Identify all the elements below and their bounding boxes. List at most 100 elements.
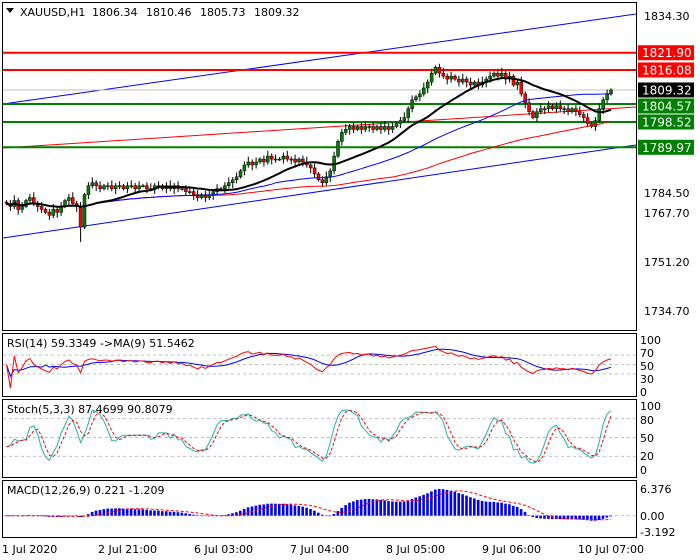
candle bbox=[223, 182, 227, 194]
stochastic-panel[interactable] bbox=[2, 399, 637, 478]
macd-histogram-bar bbox=[44, 515, 47, 517]
candle bbox=[316, 172, 321, 182]
price-tick: 1751.20 bbox=[644, 256, 690, 269]
candle bbox=[406, 106, 410, 123]
time-axis: 1 Jul 2020 2 Jul 21:00 6 Jul 03:00 7 Jul… bbox=[2, 543, 644, 556]
time-tick: 2 Jul 21:00 bbox=[98, 543, 157, 556]
macd-histogram-bar bbox=[449, 490, 453, 516]
stoch-tick: 50 bbox=[640, 432, 654, 445]
candle bbox=[597, 103, 602, 124]
rsi-panel[interactable] bbox=[2, 333, 637, 397]
macd-histogram-bar bbox=[492, 501, 496, 516]
candle bbox=[468, 77, 473, 89]
price-axis: 1834.30 1784.50 1767.70 1751.20 1734.70 bbox=[644, 10, 690, 318]
ma-slow-line bbox=[6, 120, 612, 208]
channel-upper-line[interactable] bbox=[2, 13, 637, 105]
candle bbox=[172, 183, 176, 195]
high-value: 1810.46 bbox=[146, 6, 192, 19]
low-value: 1805.73 bbox=[200, 6, 246, 19]
macd-histogram-bar bbox=[203, 515, 207, 517]
macd-histogram-bar bbox=[137, 509, 141, 516]
candle bbox=[433, 65, 438, 75]
macd-tick: 0.00 bbox=[640, 510, 665, 523]
rsi-tick: 30 bbox=[640, 373, 654, 386]
candle bbox=[554, 102, 559, 114]
macd-histogram-bar bbox=[523, 511, 527, 516]
macd-histogram-bar bbox=[367, 498, 371, 516]
candle bbox=[266, 150, 270, 165]
macd-histogram-bar bbox=[320, 514, 324, 516]
macd-histogram-bar bbox=[301, 506, 304, 516]
candle bbox=[453, 74, 457, 81]
price-tick: 1784.50 bbox=[644, 187, 690, 200]
candle bbox=[86, 182, 91, 200]
macd-histogram-bar bbox=[246, 507, 250, 516]
macd-histogram-bar bbox=[590, 515, 593, 521]
candle bbox=[324, 171, 329, 186]
macd-histogram-bar bbox=[363, 499, 367, 516]
macd-histogram-bar bbox=[531, 515, 535, 518]
collapse-triangle-icon[interactable] bbox=[6, 8, 14, 13]
candle bbox=[422, 82, 426, 97]
macd-histogram-bar bbox=[141, 509, 145, 516]
candle bbox=[535, 108, 539, 123]
macd-histogram-bar bbox=[359, 499, 363, 516]
macd-histogram-bar bbox=[289, 504, 293, 516]
macd-histogram-bar bbox=[527, 515, 531, 516]
candle bbox=[117, 181, 122, 190]
macd-tick: 6.376 bbox=[640, 483, 672, 496]
candle bbox=[492, 71, 496, 78]
macd-histogram-bar bbox=[184, 513, 187, 516]
candle bbox=[383, 121, 387, 133]
macd-histogram-bar bbox=[508, 504, 511, 516]
ma-fast-line bbox=[6, 76, 612, 208]
svg-text:1798.52: 1798.52 bbox=[642, 115, 692, 129]
candle bbox=[437, 63, 442, 78]
macd-histogram-bar bbox=[176, 512, 180, 516]
macd-histogram-bar bbox=[188, 513, 191, 516]
open-value: 1806.34 bbox=[92, 6, 138, 19]
macd-histogram-bar bbox=[578, 515, 581, 520]
macd-panel[interactable] bbox=[2, 480, 637, 538]
candle bbox=[394, 121, 399, 129]
macd-histogram-bar bbox=[593, 515, 597, 521]
candle bbox=[457, 75, 461, 87]
macd-histogram-bar bbox=[395, 501, 398, 516]
macd-histogram-bar bbox=[504, 503, 507, 516]
level-price-label: 1821.90 bbox=[638, 45, 694, 61]
trend-line[interactable] bbox=[2, 106, 637, 149]
candle bbox=[402, 112, 407, 124]
candle bbox=[441, 67, 446, 79]
candle bbox=[238, 169, 243, 179]
macd-histogram-bar bbox=[586, 515, 589, 521]
macd-histogram-bar bbox=[114, 508, 117, 516]
candle bbox=[429, 68, 434, 86]
macd-histogram-bar bbox=[305, 507, 308, 516]
channel-lower-line[interactable] bbox=[2, 144, 637, 239]
macd-histogram-bar bbox=[340, 507, 343, 516]
stoch-tick: 100 bbox=[640, 400, 661, 413]
candle bbox=[546, 101, 551, 113]
macd-histogram-bar bbox=[79, 515, 82, 517]
macd-histogram-bar bbox=[192, 514, 195, 516]
candle bbox=[71, 192, 75, 207]
rsi-tick: 0 bbox=[640, 386, 647, 399]
main-price-panel[interactable] bbox=[2, 2, 637, 331]
candle bbox=[262, 155, 266, 167]
candle bbox=[472, 80, 477, 87]
macd-histogram-bar bbox=[266, 503, 269, 516]
candle bbox=[55, 206, 59, 218]
macd-histogram-bar bbox=[441, 489, 445, 516]
candle bbox=[98, 181, 102, 193]
macd-histogram-bar bbox=[102, 509, 106, 516]
candle bbox=[523, 91, 527, 109]
macd-histogram-bar bbox=[348, 502, 351, 516]
svg-text:1789.97: 1789.97 bbox=[642, 141, 692, 155]
macd-histogram-bar bbox=[90, 511, 94, 516]
candle bbox=[125, 182, 130, 194]
macd-histogram-bar bbox=[422, 494, 425, 516]
candle bbox=[375, 124, 379, 132]
price-tick: 1734.70 bbox=[644, 305, 690, 318]
candle bbox=[542, 106, 547, 115]
